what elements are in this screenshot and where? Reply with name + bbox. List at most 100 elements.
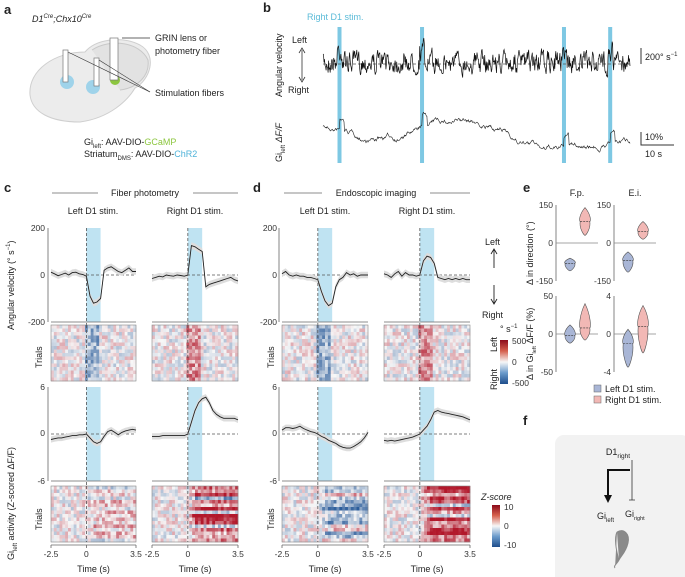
heatmap-cell xyxy=(455,496,459,501)
heatmap-cell xyxy=(70,349,74,354)
heatmap-cell xyxy=(102,356,106,361)
heatmap-cell xyxy=(330,528,334,532)
heatmap-cell xyxy=(395,538,399,543)
heatmap-cell xyxy=(195,339,199,343)
heatmap-cell xyxy=(68,370,72,375)
heatmap-cell xyxy=(319,370,323,375)
heatmap-cell xyxy=(345,524,349,529)
heatmap-cell xyxy=(464,510,468,515)
heatmap-cell xyxy=(432,507,436,511)
heatmap-cell xyxy=(362,370,366,375)
heatmap-cell xyxy=(157,349,161,354)
heatmap-cell xyxy=(302,342,306,347)
heatmap-cell xyxy=(124,524,128,529)
heatmap-cell xyxy=(359,335,363,340)
heatmap-cell xyxy=(203,514,207,518)
heatmap-cell xyxy=(455,524,459,529)
heatmap-cell xyxy=(51,353,55,357)
heatmap-cell xyxy=(401,377,405,382)
heatmap-cell xyxy=(59,349,63,354)
heatmap-cell xyxy=(284,342,289,347)
heatmap-cell xyxy=(359,377,363,382)
heatmap-cell xyxy=(79,370,83,375)
heatmap-cell xyxy=(174,335,179,340)
heatmap-cell xyxy=(353,493,357,497)
heatmap-cell xyxy=(197,325,202,329)
heatmap-cell xyxy=(93,500,97,504)
heatmap-cell xyxy=(217,486,222,490)
heatmap-cell xyxy=(293,531,297,536)
heatmap-cell xyxy=(330,325,334,329)
heatmap-cell xyxy=(157,370,161,375)
heatmap-cell xyxy=(119,528,123,532)
heatmap-cell xyxy=(415,538,419,543)
heatmap-cell xyxy=(93,507,97,511)
heatmap-cell xyxy=(296,510,300,515)
heatmap-cell xyxy=(392,332,396,336)
heatmap-cell xyxy=(223,342,227,347)
heatmap-cell xyxy=(197,353,202,357)
heatmap-cell xyxy=(87,521,91,525)
heatmap-cell xyxy=(339,486,343,490)
heatmap-cell xyxy=(325,500,329,504)
heatmap-cell xyxy=(342,531,346,536)
heatmap-cell xyxy=(76,538,80,543)
heatmap-cell xyxy=(449,349,454,354)
heatmap-cell xyxy=(356,486,360,490)
heatmap-cell xyxy=(232,514,236,518)
heatmap-cell xyxy=(160,374,164,378)
cbar1-unit: ° s−1 xyxy=(500,324,518,334)
heatmap-cell xyxy=(427,335,431,340)
heatmap-cell xyxy=(195,521,199,525)
heatmap-cell xyxy=(307,377,311,382)
heatmap-cell xyxy=(319,346,323,350)
heatmap-cell xyxy=(215,510,219,515)
heatmap-cell xyxy=(70,535,74,539)
heatmap-cell xyxy=(127,339,131,343)
heatmap-cell xyxy=(452,524,456,529)
heatmap-cell xyxy=(282,510,286,515)
heatmap-cell xyxy=(130,360,134,364)
heatmap-cell xyxy=(127,360,131,364)
heatmap-cell xyxy=(406,349,411,354)
heatmap-cell xyxy=(169,510,173,515)
heatmap-cell xyxy=(203,486,207,490)
heatmap-cell xyxy=(226,535,230,539)
heatmap-cell xyxy=(287,370,291,375)
heatmap-cell xyxy=(401,531,405,536)
heatmap-cell xyxy=(163,510,167,515)
heatmap-cell xyxy=(342,517,346,522)
heatmap-cell xyxy=(336,332,340,336)
heatmap-cell xyxy=(93,328,97,333)
heatmap-cell xyxy=(183,360,187,364)
heatmap-cell xyxy=(90,363,94,368)
heatmap-cell xyxy=(429,517,434,522)
heatmap-cell xyxy=(154,531,159,536)
heatmap-cell xyxy=(438,521,442,525)
heatmap-cell xyxy=(458,356,462,361)
heatmap-cell xyxy=(435,524,439,529)
heatmap-cell xyxy=(229,363,233,368)
heatmap-cell xyxy=(172,377,176,382)
direction-arrows-icon xyxy=(490,248,498,305)
heatmap-cell xyxy=(441,507,445,511)
heatmap-cell xyxy=(330,346,334,350)
heatmap-cell xyxy=(362,367,366,371)
heatmap-cell xyxy=(206,538,210,543)
heatmap-cell xyxy=(180,349,184,354)
heatmap-cell xyxy=(99,342,103,347)
heatmap-cell xyxy=(284,503,289,508)
heatmap-cell xyxy=(404,328,408,333)
heatmap-cell xyxy=(421,521,425,525)
heatmap-cell xyxy=(116,370,120,375)
heatmap-cell xyxy=(107,493,111,497)
heatmap-cell xyxy=(362,339,366,343)
heatmap-cell xyxy=(154,510,159,515)
heatmap-cell xyxy=(345,489,349,494)
heatmap-cell xyxy=(116,346,120,350)
heatmap-cell xyxy=(51,500,55,504)
heatmap-cell xyxy=(350,493,354,497)
heatmap-cell xyxy=(350,528,354,532)
heatmap-cell xyxy=(455,517,459,522)
heatmap-cell xyxy=(429,328,434,333)
